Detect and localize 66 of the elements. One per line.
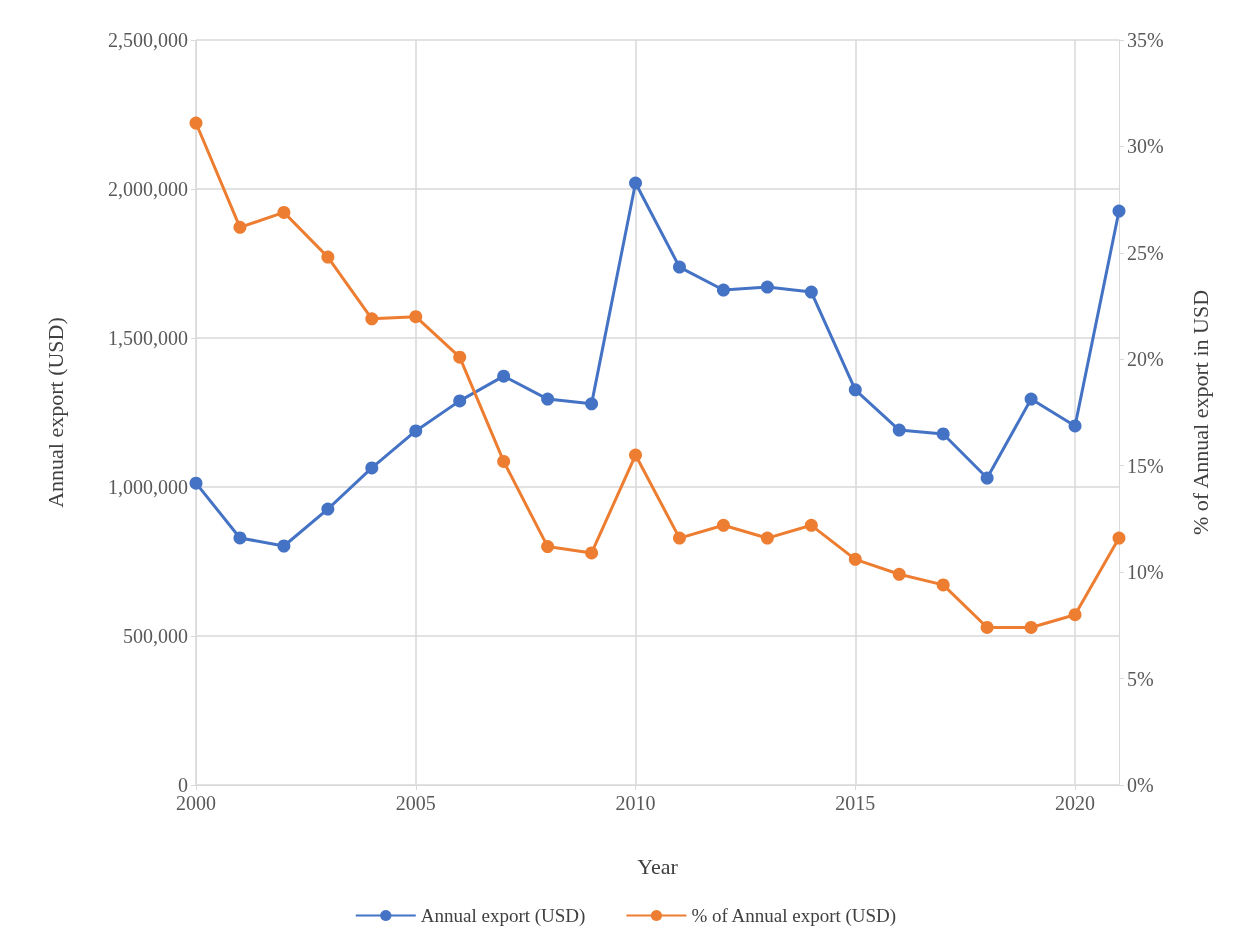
point: [936, 427, 950, 441]
y-tick-label: 2,000,000: [108, 178, 188, 200]
point: [1112, 531, 1126, 545]
point: [453, 350, 467, 364]
y2-tick-label: 0%: [1127, 774, 1154, 796]
point: [409, 310, 423, 324]
point: [716, 283, 730, 297]
point: [497, 369, 511, 383]
y2-axis-title: % of Annual export in USD: [1187, 289, 1213, 536]
point: [453, 394, 467, 408]
point: [585, 397, 599, 411]
point: [365, 312, 379, 326]
point: [585, 546, 599, 560]
point: [672, 260, 686, 274]
point: [1068, 419, 1082, 433]
point: [804, 285, 818, 299]
point: [892, 567, 906, 581]
point: [936, 578, 950, 592]
x-tick-label: 2020: [1055, 792, 1096, 814]
point: [760, 280, 774, 294]
y-tick-label: 1,500,000: [108, 327, 188, 349]
point: [189, 116, 203, 130]
legend-label: Annual export (USD): [420, 905, 586, 927]
y2-tick-label: 30%: [1127, 135, 1164, 158]
point: [233, 220, 247, 234]
point: [760, 531, 774, 545]
point: [189, 476, 203, 490]
point: [321, 502, 335, 516]
x-axis-title: Year: [637, 853, 679, 879]
y-tick-label: 1,000,000: [108, 476, 188, 498]
y2-tick-label: 10%: [1127, 561, 1164, 584]
point: [629, 448, 643, 462]
point: [541, 540, 555, 554]
point: [1024, 392, 1038, 406]
point: [365, 461, 379, 475]
y-tick-label: 2,500,000: [108, 29, 188, 51]
point: [672, 531, 686, 545]
point: [804, 518, 818, 532]
legend-label: % of Annual export (USD): [691, 905, 897, 927]
x-tick-label: 2005: [395, 792, 436, 814]
point: [848, 552, 862, 566]
y2-tick-label: 15%: [1127, 454, 1164, 477]
y2-tick-label: 35%: [1127, 29, 1164, 51]
point: [1112, 204, 1126, 218]
y2-tick-label: 25%: [1127, 241, 1164, 264]
x-tick-label: 2015: [835, 792, 876, 814]
point: [409, 424, 423, 438]
x-tick-label: 2010: [615, 792, 656, 814]
point: [980, 620, 994, 634]
point: [716, 518, 730, 532]
point: [629, 176, 643, 190]
point: [233, 531, 247, 545]
point: [277, 539, 291, 553]
point: [1068, 608, 1082, 622]
y2-tick-label: 5%: [1127, 667, 1154, 690]
point: [980, 471, 994, 485]
point: [277, 205, 291, 219]
y-axis-title: Annual export (USD): [42, 317, 68, 508]
point: [848, 383, 862, 397]
point: [321, 250, 335, 264]
point: [541, 392, 555, 406]
point: [1024, 620, 1038, 634]
y2-tick-label: 20%: [1127, 348, 1164, 371]
point: [497, 454, 511, 468]
point: [892, 423, 906, 437]
y-tick-label: 500,000: [123, 625, 188, 647]
